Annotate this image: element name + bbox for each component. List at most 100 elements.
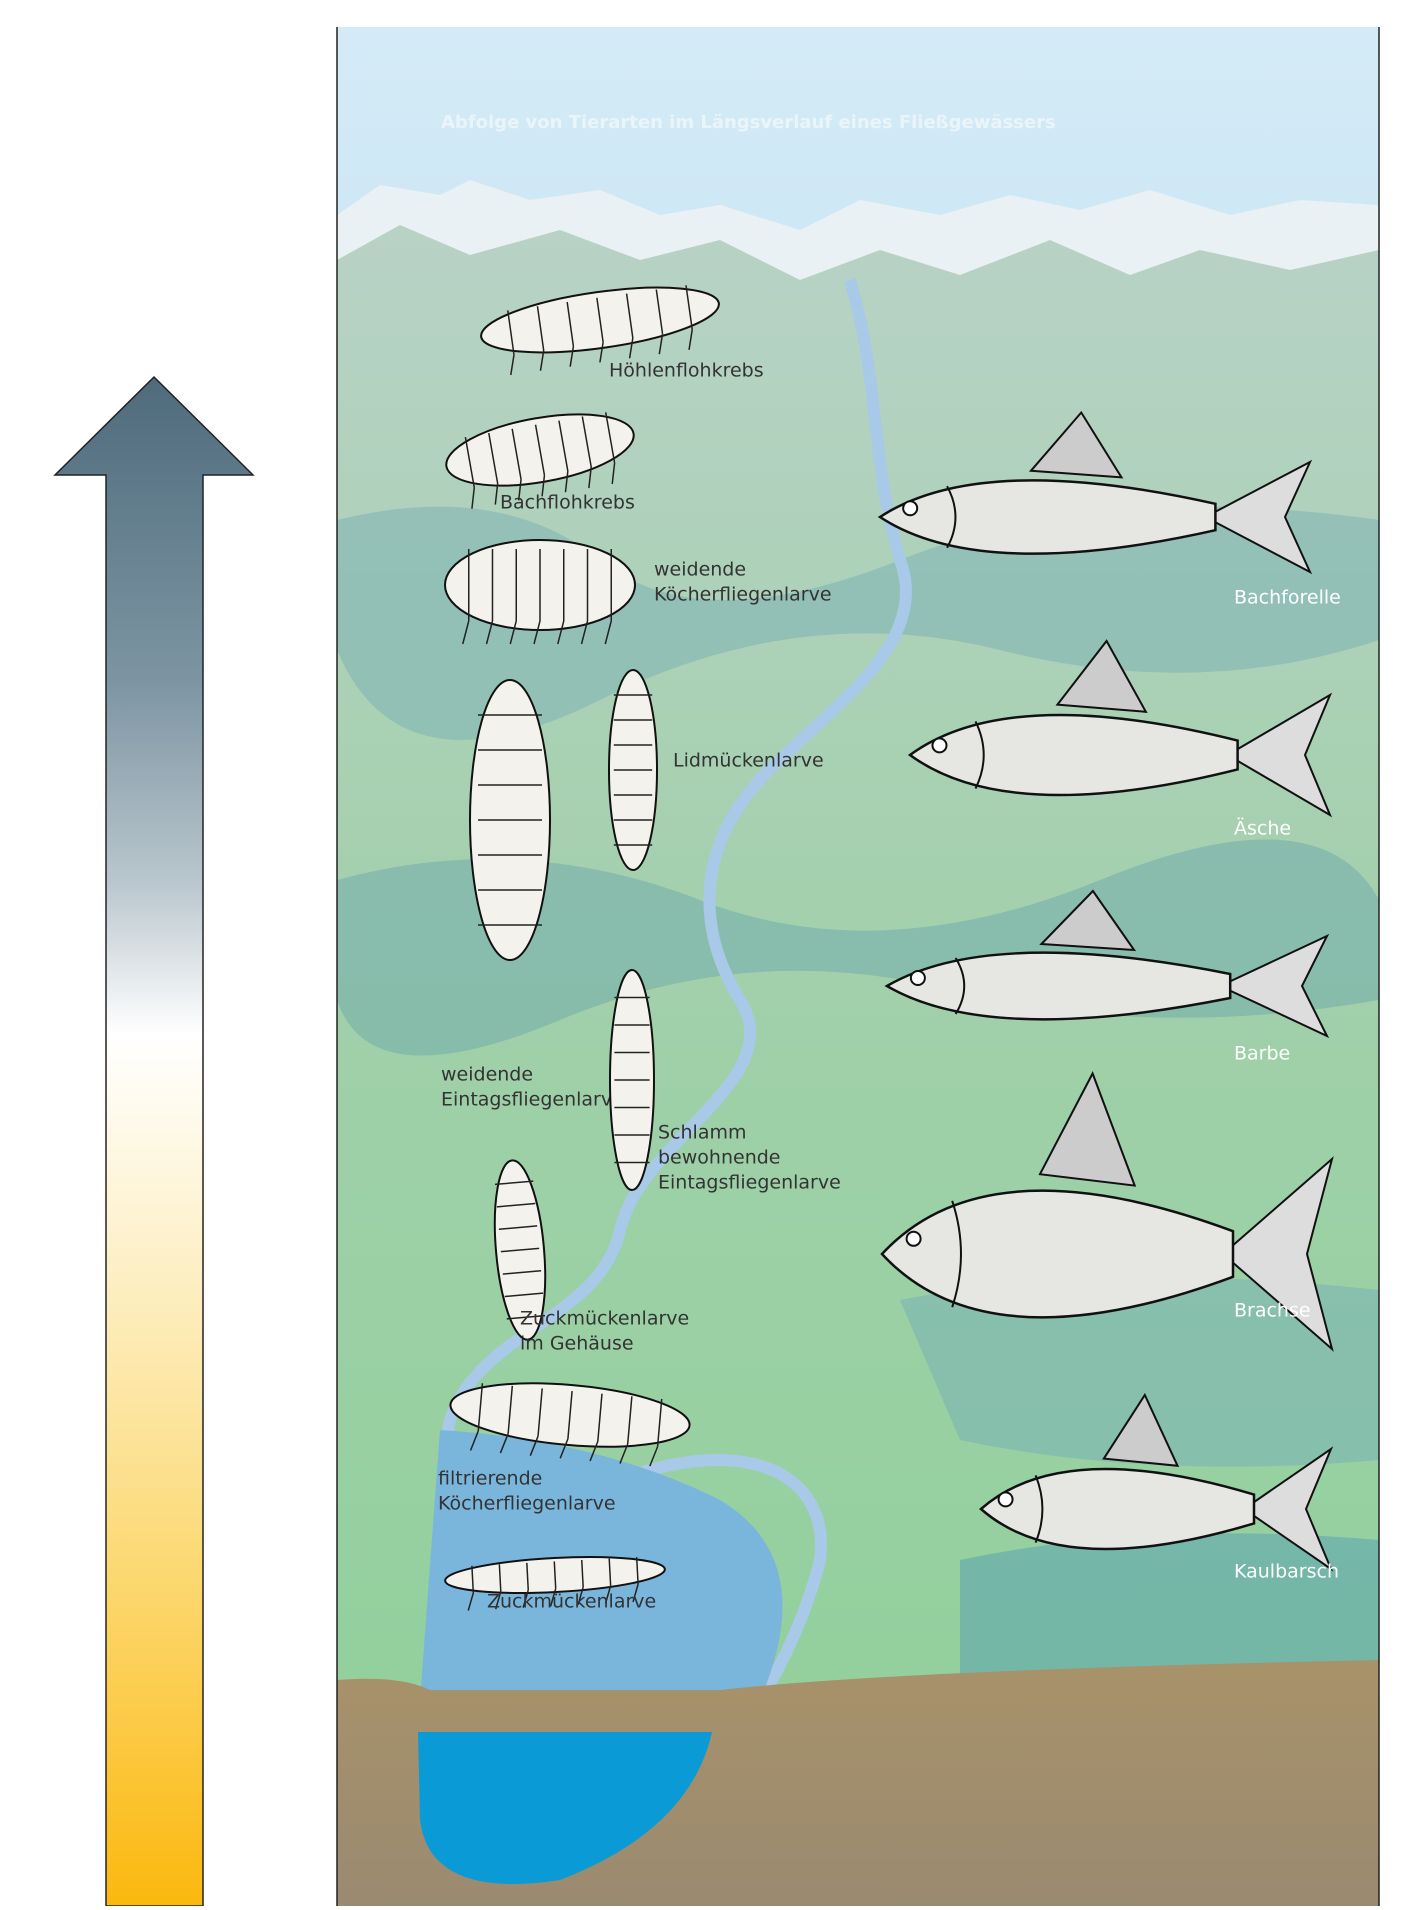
- fish-label: Äsche: [1234, 817, 1291, 840]
- fish-tail: [1225, 692, 1333, 818]
- fish-eye: [909, 970, 926, 986]
- invertebrate: [480, 285, 720, 376]
- leg: [494, 483, 499, 505]
- segment: [656, 1398, 663, 1447]
- fish-body: [907, 713, 1239, 797]
- gradient-arrow: [53, 375, 255, 1907]
- fish-eye: [902, 500, 919, 517]
- leg: [588, 466, 592, 489]
- segment: [511, 428, 522, 480]
- leg: [632, 1584, 639, 1603]
- segment: [507, 310, 515, 355]
- fish-fin: [1038, 1071, 1137, 1187]
- invertebrate: [444, 1556, 666, 1611]
- fish-fin: [1055, 639, 1148, 713]
- forest-band: [960, 1533, 1379, 1680]
- fish-gill: [1034, 1475, 1044, 1543]
- invertebrate: [493, 1159, 547, 1341]
- leg: [529, 1436, 539, 1456]
- segment: [685, 285, 693, 330]
- segment: [496, 1202, 536, 1208]
- leg: [509, 620, 517, 645]
- fish-gill: [951, 1200, 962, 1308]
- leg: [549, 1588, 557, 1607]
- fish: [907, 639, 1333, 818]
- segment: [534, 424, 546, 476]
- segment: [464, 437, 476, 488]
- leg: [619, 1443, 629, 1464]
- fish-gill: [954, 957, 966, 1015]
- invertebrate: [608, 669, 658, 871]
- animal-label: Zuckmückenlarve: [520, 1308, 689, 1330]
- leg: [499, 1433, 509, 1454]
- fish-tail: [1217, 933, 1330, 1039]
- segment: [498, 1564, 502, 1592]
- animal-label: bewohnende: [658, 1147, 780, 1169]
- leg: [541, 475, 546, 497]
- fish-gill: [946, 485, 957, 549]
- segment: [604, 412, 616, 463]
- forest-band: [900, 1277, 1379, 1467]
- fish-body: [884, 951, 1232, 1021]
- leg: [559, 1438, 569, 1459]
- fish-label: Kaulbarsch: [1234, 1561, 1339, 1583]
- segment: [506, 1314, 546, 1320]
- leg: [522, 1589, 529, 1608]
- fish-body: [979, 1467, 1256, 1551]
- segment: [596, 297, 604, 343]
- animal-label: Schlamm: [658, 1122, 747, 1144]
- animal-label: Köcherfliegenlarve: [654, 584, 832, 606]
- fish-eye: [905, 1230, 922, 1247]
- segment: [507, 1385, 514, 1434]
- fish-eye: [997, 1491, 1014, 1508]
- segment: [581, 1559, 584, 1588]
- leg: [469, 1430, 479, 1451]
- leg: [510, 354, 515, 376]
- leg: [564, 471, 569, 493]
- leg: [604, 620, 612, 645]
- leg: [569, 346, 575, 367]
- segment: [498, 1225, 538, 1231]
- fish-fin: [1028, 410, 1124, 479]
- leg: [471, 487, 476, 509]
- animal-label: Höhlenflohkrebs: [609, 360, 764, 382]
- fish: [979, 1392, 1334, 1572]
- fish-label: Brachse: [1234, 1300, 1311, 1322]
- invertebrate: [609, 969, 655, 1191]
- leg: [688, 329, 693, 351]
- title: Abfolge von Tierarten im Längsverlauf ei…: [441, 112, 1056, 133]
- segment: [597, 1393, 603, 1442]
- leg: [589, 1441, 599, 1462]
- animal-label: weidende: [654, 559, 746, 581]
- leg: [517, 479, 522, 501]
- leg: [539, 350, 545, 371]
- segment: [526, 1562, 529, 1591]
- fish-fin: [1039, 889, 1137, 952]
- leg: [467, 1592, 475, 1611]
- leg: [628, 337, 634, 359]
- leg: [658, 333, 664, 355]
- leg: [611, 462, 616, 485]
- segment: [502, 1269, 542, 1275]
- segment: [608, 1558, 612, 1586]
- leg: [580, 620, 589, 645]
- animal-label: Köcherfliegenlarve: [438, 1493, 616, 1515]
- fish-tail: [1203, 459, 1313, 575]
- invertebrate: [444, 539, 636, 645]
- fish-label: Barbe: [1234, 1043, 1290, 1065]
- leg: [485, 620, 494, 645]
- leg: [604, 1585, 612, 1604]
- segment: [581, 416, 592, 468]
- segment: [566, 301, 575, 347]
- segment: [494, 1180, 534, 1186]
- fish: [880, 1071, 1334, 1352]
- leg: [599, 342, 604, 363]
- animal-label: Lidmückenlarve: [673, 750, 824, 772]
- fish-body: [877, 479, 1217, 555]
- fish-body: [880, 1189, 1235, 1319]
- fish: [884, 889, 1330, 1039]
- segment: [567, 1391, 573, 1439]
- leg: [494, 1591, 502, 1610]
- segment: [537, 1388, 543, 1437]
